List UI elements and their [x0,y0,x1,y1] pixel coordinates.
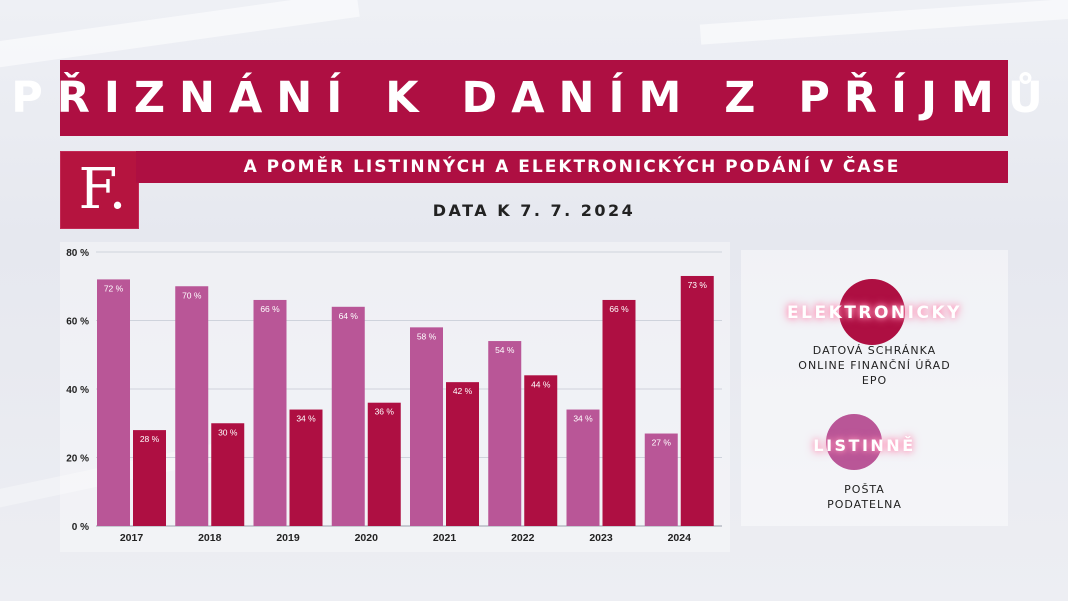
bar [175,286,209,526]
bar [410,327,443,526]
x-tick-label: 2023 [589,532,613,544]
bar [97,279,130,526]
data-label: 44 % [531,379,551,389]
x-tick-label: 2021 [433,532,457,544]
data-label: 30 % [218,427,238,437]
bar [524,375,558,526]
bar [644,433,678,526]
x-tick-label: 2024 [668,532,692,544]
data-label: 54 % [495,345,515,355]
bar [680,275,714,526]
bar [331,306,365,526]
legend-electronic-circle [839,279,905,345]
brand-logo: F. [60,151,139,229]
bar [602,299,636,526]
title-banner: PŘIZNÁNÍ K DANÍM Z PŘÍJMŮ [11,60,1043,136]
data-date: DATA K 7. 7. 2024 [432,201,636,220]
subtitle-banner: A POMĚR LISTINNÝCH A ELEKTRONICKÝCH PODÁ… [136,151,1008,183]
page-title: PŘIZNÁNÍ K DANÍM Z PŘÍJMŮ [11,73,1057,123]
data-label: 42 % [453,386,473,396]
data-label: 34 % [573,414,593,424]
data-label: 27 % [652,438,672,448]
data-label: 64 % [339,311,359,321]
data-label: 28 % [140,434,160,444]
y-tick-label: 40 % [66,385,89,396]
legend-paper-description: POŠTA PODATELNA [731,482,998,512]
chart-panel: 0 % 20 % 40 % 60 % 80 % 72 % 28 % 2017 70 % 30 % 2… [60,242,730,552]
legend-paper-title: LISTINNĚ [813,436,916,455]
page-subtitle: A POMĚR LISTINNÝCH A ELEKTRONICKÝCH PODÁ… [243,157,901,177]
bar [133,430,166,526]
bar [446,382,479,526]
bar [253,299,287,526]
legend-electronic-title: ELEKTRONICKY [787,303,962,323]
data-label: 70 % [182,290,202,300]
legend-panel: ELEKTRONICKY DATOVÁ SCHRÁNKA ONLINE FINA… [741,250,1008,526]
x-tick-label: 2017 [120,532,144,544]
legend-paper-line: PODATELNA [827,498,902,511]
bar-chart: 0 % 20 % 40 % 60 % 80 % 72 % 28 % 2017 70 % 30 % 2… [66,248,722,544]
bar [289,409,323,526]
data-label: 66 % [609,304,629,314]
y-tick-label: 80 % [66,248,89,259]
legend-paper-circle [826,414,882,470]
legend-electronic-line: ONLINE FINANČNÍ ÚŘAD [798,359,951,372]
x-tick-label: 2020 [355,532,379,544]
bar [566,409,600,526]
data-label: 58 % [417,331,437,341]
legend-paper-line: POŠTA [844,483,885,496]
x-tick-label: 2018 [198,532,222,544]
bar [488,341,522,526]
bar [367,402,401,526]
legend-electronic-line: DATOVÁ SCHRÁNKA [812,344,937,357]
data-label: 34 % [296,414,316,424]
x-tick-label: 2019 [276,532,300,544]
y-tick-label: 20 % [66,454,89,465]
y-tick-label: 60 % [66,317,89,328]
bar [211,423,245,526]
background-streak [699,0,1068,45]
data-label: 73 % [688,280,708,290]
y-tick-label: 0 % [72,522,89,533]
brand-logo-text: F. [78,157,127,222]
data-label: 36 % [375,407,395,417]
x-tick-label: 2022 [511,532,535,544]
data-label: 66 % [260,304,280,314]
legend-electronic-line: EPO [861,374,888,387]
data-label: 72 % [104,283,124,293]
legend-electronic-description: DATOVÁ SCHRÁNKA ONLINE FINANČNÍ ÚŘAD EPO [741,343,1008,388]
